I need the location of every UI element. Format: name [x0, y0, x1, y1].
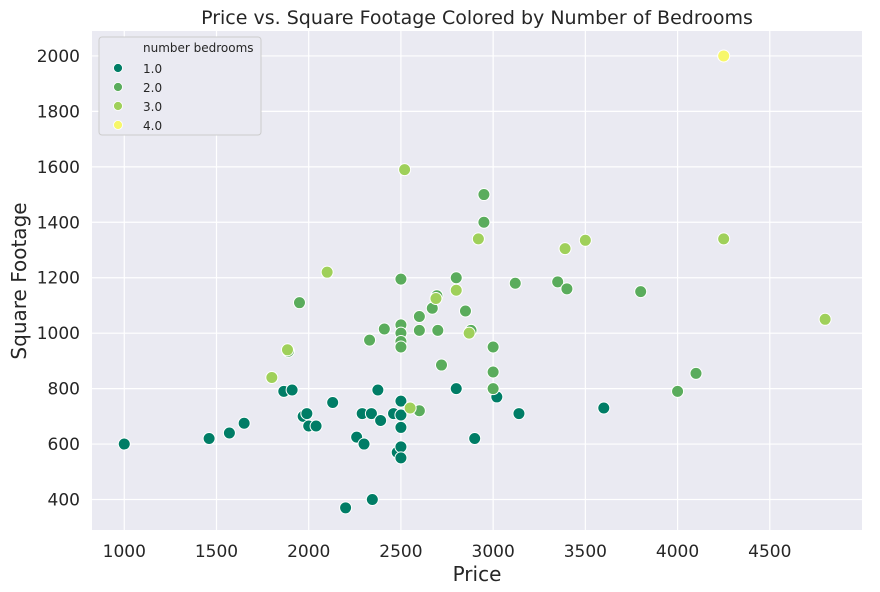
data-point — [320, 265, 334, 279]
data-point — [285, 383, 299, 397]
x-axis-label: Price — [453, 562, 502, 586]
legend-marker — [113, 101, 123, 111]
y-tick-label: 2000 — [37, 47, 80, 67]
data-point — [477, 215, 491, 229]
x-tick-label: 3500 — [564, 542, 607, 562]
data-point — [449, 271, 463, 285]
data-point — [280, 343, 294, 357]
data-point — [512, 407, 526, 421]
data-point — [477, 188, 491, 202]
data-point — [326, 395, 340, 409]
x-tick-label: 4000 — [656, 542, 699, 562]
data-point — [434, 358, 448, 372]
data-point — [578, 233, 592, 247]
data-point — [431, 323, 445, 337]
data-point — [818, 312, 832, 326]
y-tick-label: 800 — [48, 380, 80, 400]
y-tick-label: 1800 — [37, 102, 80, 122]
data-point — [117, 437, 131, 451]
x-tick-label: 1500 — [195, 542, 238, 562]
data-point — [363, 333, 377, 347]
data-point — [486, 382, 500, 396]
data-point — [394, 420, 408, 434]
data-point — [394, 451, 408, 465]
data-point — [458, 304, 472, 318]
data-point — [689, 366, 703, 380]
data-point — [558, 242, 572, 256]
data-point — [339, 501, 353, 515]
series-1-0 — [117, 382, 611, 515]
y-tick-label: 1400 — [37, 213, 80, 233]
data-point — [403, 401, 417, 415]
chart-title: Price vs. Square Footage Colored by Numb… — [201, 7, 753, 29]
x-tick-label: 4500 — [748, 542, 791, 562]
data-point — [462, 326, 476, 340]
data-point — [449, 382, 463, 396]
data-point — [429, 292, 443, 306]
y-tick-label: 400 — [48, 491, 80, 511]
legend: number bedrooms 1.0 2.0 3.0 4.0 — [98, 36, 262, 136]
data-point — [374, 413, 388, 427]
legend-entry-label: 3.0 — [143, 100, 162, 114]
data-point — [597, 401, 611, 415]
data-point — [377, 322, 391, 336]
x-tick-label: 1000 — [103, 542, 146, 562]
data-point — [717, 49, 731, 63]
data-point — [398, 163, 412, 177]
data-point — [222, 426, 236, 440]
tick-labels: 1000 1500 2000 2500 3000 3500 4000 4500 400 600 80… — [37, 47, 792, 562]
y-tick-label: 1000 — [37, 324, 80, 344]
legend-entry-label: 2.0 — [143, 81, 162, 95]
x-tick-label: 2500 — [379, 542, 422, 562]
y-tick-label: 600 — [48, 435, 80, 455]
legend-marker — [113, 82, 123, 92]
data-point — [265, 371, 279, 385]
data-point — [309, 419, 323, 433]
data-point — [671, 384, 685, 398]
data-point — [237, 416, 251, 430]
data-point — [412, 310, 426, 324]
legend-entry-label: 1.0 — [143, 62, 162, 76]
y-tick-label: 1200 — [37, 269, 80, 289]
series-4-0 — [717, 49, 731, 63]
x-tick-label: 2000 — [287, 542, 330, 562]
data-point — [357, 437, 371, 451]
data-point — [468, 432, 482, 446]
data-point — [202, 432, 216, 446]
data-point — [560, 282, 574, 296]
legend-marker — [113, 120, 123, 130]
legend-box — [98, 36, 262, 136]
y-tick-label: 1600 — [37, 158, 80, 178]
data-point — [486, 340, 500, 354]
data-point — [634, 285, 648, 299]
legend-marker — [113, 63, 123, 73]
x-tick-label: 3000 — [472, 542, 515, 562]
data-point — [364, 407, 378, 421]
data-point — [300, 407, 314, 421]
data-point — [412, 323, 426, 337]
data-point — [717, 232, 731, 246]
series-3-0 — [265, 163, 832, 415]
data-point — [471, 232, 485, 246]
data-point — [365, 493, 379, 507]
data-point — [394, 394, 408, 408]
data-point — [508, 276, 522, 290]
legend-entry-label: 4.0 — [143, 119, 162, 133]
legend-title: number bedrooms — [143, 41, 254, 55]
data-point — [394, 440, 408, 454]
data-point — [394, 340, 408, 354]
data-point — [449, 283, 463, 297]
data-points — [117, 49, 832, 515]
y-axis-label: Square Footage — [7, 202, 31, 359]
data-point — [551, 275, 565, 289]
data-point — [486, 365, 500, 379]
data-point — [394, 272, 408, 286]
data-point — [371, 383, 385, 397]
data-point — [292, 296, 306, 310]
